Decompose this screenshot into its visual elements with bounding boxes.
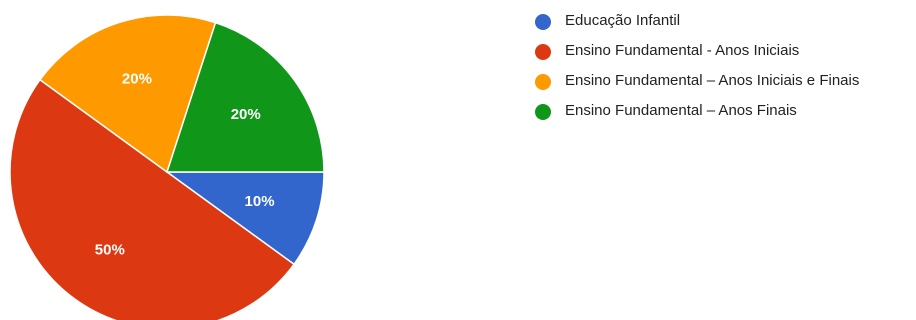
legend-item-educacao-infantil[interactable]: Educação Infantil [535,10,905,32]
legend-item-anos-iniciais[interactable]: Ensino Fundamental - Anos Iniciais [535,40,905,62]
slice-data-label: 20% [231,106,261,123]
pie-slice[interactable] [164,171,325,266]
legend-swatch [535,44,551,60]
slice-data-label: 20% [122,70,152,87]
legend-label: Ensino Fundamental - Anos Iniciais [565,42,800,59]
legend-label: Educação Infantil [565,12,681,29]
legend-swatch [535,74,551,90]
pie-slice[interactable] [38,14,217,174]
legend-swatch [535,14,551,30]
legend-label: Ensino Fundamental – Anos Iniciais e Fin… [565,72,860,89]
legend-label: Ensino Fundamental – Anos Finais [565,102,797,119]
pie-slice[interactable] [165,21,325,173]
slice-data-label: 50% [95,242,125,259]
pie-slice[interactable] [9,78,296,320]
legend-swatch [535,104,551,120]
slice-data-label: 10% [245,193,275,210]
legend-item-anos-iniciais-e-finais[interactable]: Ensino Fundamental – Anos Iniciais e Fin… [535,70,905,92]
legend-item-anos-finais[interactable]: Ensino Fundamental – Anos Finais [535,100,905,122]
legend: Educação Infantil Ensino Fundamental - A… [535,10,905,130]
